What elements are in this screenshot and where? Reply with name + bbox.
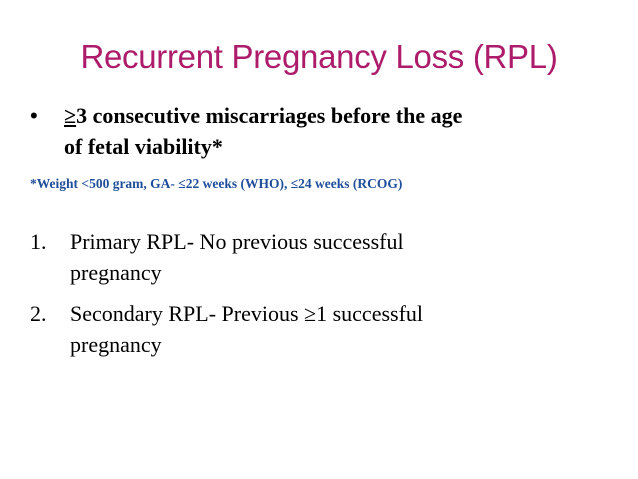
footnote: *Weight <500 gram, GA- ≤22 weeks (WHO), … xyxy=(30,176,403,191)
list-item-continuation: pregnancy xyxy=(70,332,162,357)
rpl-types-list: 1. Primary RPL- No previous successful pr… xyxy=(30,226,620,370)
list-item-primary: 1. Primary RPL- No previous successful pr… xyxy=(30,226,620,288)
slide-title: Recurrent Pregnancy Loss (RPL) xyxy=(80,38,558,75)
bullet-text-line-2: of fetal viability* xyxy=(64,134,223,159)
bullet-text-line-1: 3 consecutive miscarriages before the ag… xyxy=(76,103,463,128)
bullet-line-1: • ≥3 consecutive miscarriages before the … xyxy=(30,100,620,131)
greater-equal-sign: ≥ xyxy=(64,103,77,128)
list-item-continuation: pregnancy xyxy=(70,260,162,285)
bullet-marker: • xyxy=(30,103,38,128)
list-item-text: Secondary RPL- Previous ≥1 successful xyxy=(70,301,424,326)
list-item-text: Primary RPL- No previous successful xyxy=(70,229,404,254)
list-item-secondary: 2. Secondary RPL- Previous ≥1 successful … xyxy=(30,298,620,360)
list-number: 1. xyxy=(30,229,47,254)
definition-bullet: • ≥3 consecutive miscarriages before the … xyxy=(30,100,620,162)
list-number: 2. xyxy=(30,301,47,326)
